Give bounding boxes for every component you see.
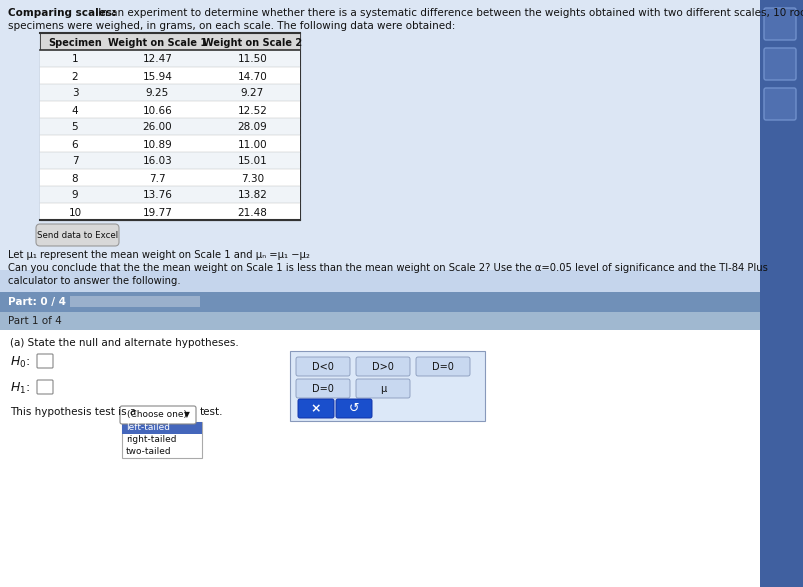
FancyBboxPatch shape bbox=[415, 357, 470, 376]
Text: Specimen: Specimen bbox=[48, 38, 102, 48]
FancyBboxPatch shape bbox=[36, 224, 119, 246]
Text: μ: μ bbox=[379, 383, 385, 393]
Text: $H_0$:: $H_0$: bbox=[10, 355, 30, 370]
Text: Let μ₁ represent the mean weight on Scale 1 and μₙ =μ₁ −μ₂: Let μ₁ represent the mean weight on Scal… bbox=[8, 250, 309, 260]
Text: calculator to answer the following.: calculator to answer the following. bbox=[8, 276, 181, 286]
Text: 7: 7 bbox=[71, 157, 78, 167]
Text: 10: 10 bbox=[68, 207, 81, 218]
Bar bbox=[40, 203, 300, 220]
Text: 9: 9 bbox=[71, 191, 78, 201]
Text: specimens were weighed, in grams, on each scale. The following data were obtaine: specimens were weighed, in grams, on eac… bbox=[8, 21, 454, 31]
FancyBboxPatch shape bbox=[37, 380, 53, 394]
Text: 6: 6 bbox=[71, 140, 78, 150]
Text: 9.27: 9.27 bbox=[241, 89, 264, 99]
Text: 12.52: 12.52 bbox=[237, 106, 267, 116]
Bar bbox=[122, 422, 202, 458]
Text: 7.7: 7.7 bbox=[149, 174, 165, 184]
Text: 1: 1 bbox=[71, 55, 78, 65]
Bar bbox=[0, 0, 759, 270]
Text: 5: 5 bbox=[71, 123, 78, 133]
FancyBboxPatch shape bbox=[763, 48, 795, 80]
Text: test.: test. bbox=[200, 407, 223, 417]
Text: D=0: D=0 bbox=[431, 362, 454, 372]
Text: 4: 4 bbox=[71, 106, 78, 116]
Bar bbox=[40, 101, 300, 118]
Bar bbox=[0, 312, 759, 330]
Text: D=0: D=0 bbox=[312, 383, 333, 393]
Bar bbox=[0, 292, 759, 312]
Text: ×: × bbox=[311, 402, 321, 415]
Text: left-tailed: left-tailed bbox=[126, 423, 169, 433]
Bar bbox=[70, 296, 200, 307]
Text: 15.94: 15.94 bbox=[142, 72, 172, 82]
Bar bbox=[40, 33, 300, 220]
Text: two-tailed: two-tailed bbox=[126, 447, 171, 457]
Text: In an experiment to determine whether there is a systematic difference between t: In an experiment to determine whether th… bbox=[95, 8, 803, 18]
Text: 8: 8 bbox=[71, 174, 78, 184]
Text: 2: 2 bbox=[71, 72, 78, 82]
Text: 21.48: 21.48 bbox=[237, 207, 267, 218]
Text: 11.00: 11.00 bbox=[238, 140, 267, 150]
Text: (Choose one): (Choose one) bbox=[127, 410, 187, 420]
Bar bbox=[40, 50, 300, 67]
FancyBboxPatch shape bbox=[120, 406, 196, 424]
FancyBboxPatch shape bbox=[37, 354, 53, 368]
FancyBboxPatch shape bbox=[336, 399, 372, 418]
Bar bbox=[0, 330, 759, 587]
Text: 16.03: 16.03 bbox=[142, 157, 172, 167]
Text: Part 1 of 4: Part 1 of 4 bbox=[8, 316, 62, 326]
Text: 10.66: 10.66 bbox=[142, 106, 172, 116]
FancyBboxPatch shape bbox=[763, 8, 795, 40]
Bar bbox=[40, 118, 300, 135]
Bar bbox=[40, 169, 300, 186]
FancyBboxPatch shape bbox=[296, 357, 349, 376]
Text: ↺: ↺ bbox=[349, 402, 359, 415]
Text: Can you conclude that the the mean weight on Scale 1 is less than the mean weigh: Can you conclude that the the mean weigh… bbox=[8, 263, 767, 273]
Text: 15.01: 15.01 bbox=[238, 157, 267, 167]
Text: 26.00: 26.00 bbox=[142, 123, 172, 133]
Bar bbox=[122, 422, 202, 434]
FancyBboxPatch shape bbox=[356, 379, 410, 398]
Text: Send data to Excel: Send data to Excel bbox=[38, 231, 118, 239]
Text: D<0: D<0 bbox=[312, 362, 333, 372]
Text: 7.30: 7.30 bbox=[241, 174, 263, 184]
Text: Weight on Scale 2: Weight on Scale 2 bbox=[202, 38, 302, 48]
Text: Weight on Scale 1: Weight on Scale 1 bbox=[108, 38, 207, 48]
Bar bbox=[290, 351, 484, 421]
FancyBboxPatch shape bbox=[763, 88, 795, 120]
FancyBboxPatch shape bbox=[298, 399, 333, 418]
Text: D>0: D>0 bbox=[372, 362, 393, 372]
Text: 14.70: 14.70 bbox=[238, 72, 267, 82]
Bar bbox=[40, 33, 300, 50]
Text: $H_1$:: $H_1$: bbox=[10, 381, 30, 396]
Bar bbox=[40, 186, 300, 203]
Text: 12.47: 12.47 bbox=[142, 55, 172, 65]
Text: 19.77: 19.77 bbox=[142, 207, 172, 218]
Text: 13.76: 13.76 bbox=[142, 191, 172, 201]
Text: Comparing scales:: Comparing scales: bbox=[8, 8, 116, 18]
Text: 28.09: 28.09 bbox=[238, 123, 267, 133]
Bar bbox=[40, 152, 300, 169]
Text: right-tailed: right-tailed bbox=[126, 436, 177, 444]
Text: ▼: ▼ bbox=[184, 410, 190, 420]
FancyBboxPatch shape bbox=[356, 357, 410, 376]
Bar bbox=[759, 0, 803, 587]
Text: 11.50: 11.50 bbox=[238, 55, 267, 65]
Text: 3: 3 bbox=[71, 89, 78, 99]
Text: Part: 0 / 4: Part: 0 / 4 bbox=[8, 297, 66, 307]
Text: This hypothesis test is a: This hypothesis test is a bbox=[10, 407, 136, 417]
FancyBboxPatch shape bbox=[296, 379, 349, 398]
Text: (a) State the null and alternate hypotheses.: (a) State the null and alternate hypothe… bbox=[10, 338, 238, 348]
Bar bbox=[40, 67, 300, 84]
Bar bbox=[40, 84, 300, 101]
Text: 10.89: 10.89 bbox=[142, 140, 172, 150]
Text: 9.25: 9.25 bbox=[145, 89, 169, 99]
Bar bbox=[40, 135, 300, 152]
Text: 13.82: 13.82 bbox=[237, 191, 267, 201]
